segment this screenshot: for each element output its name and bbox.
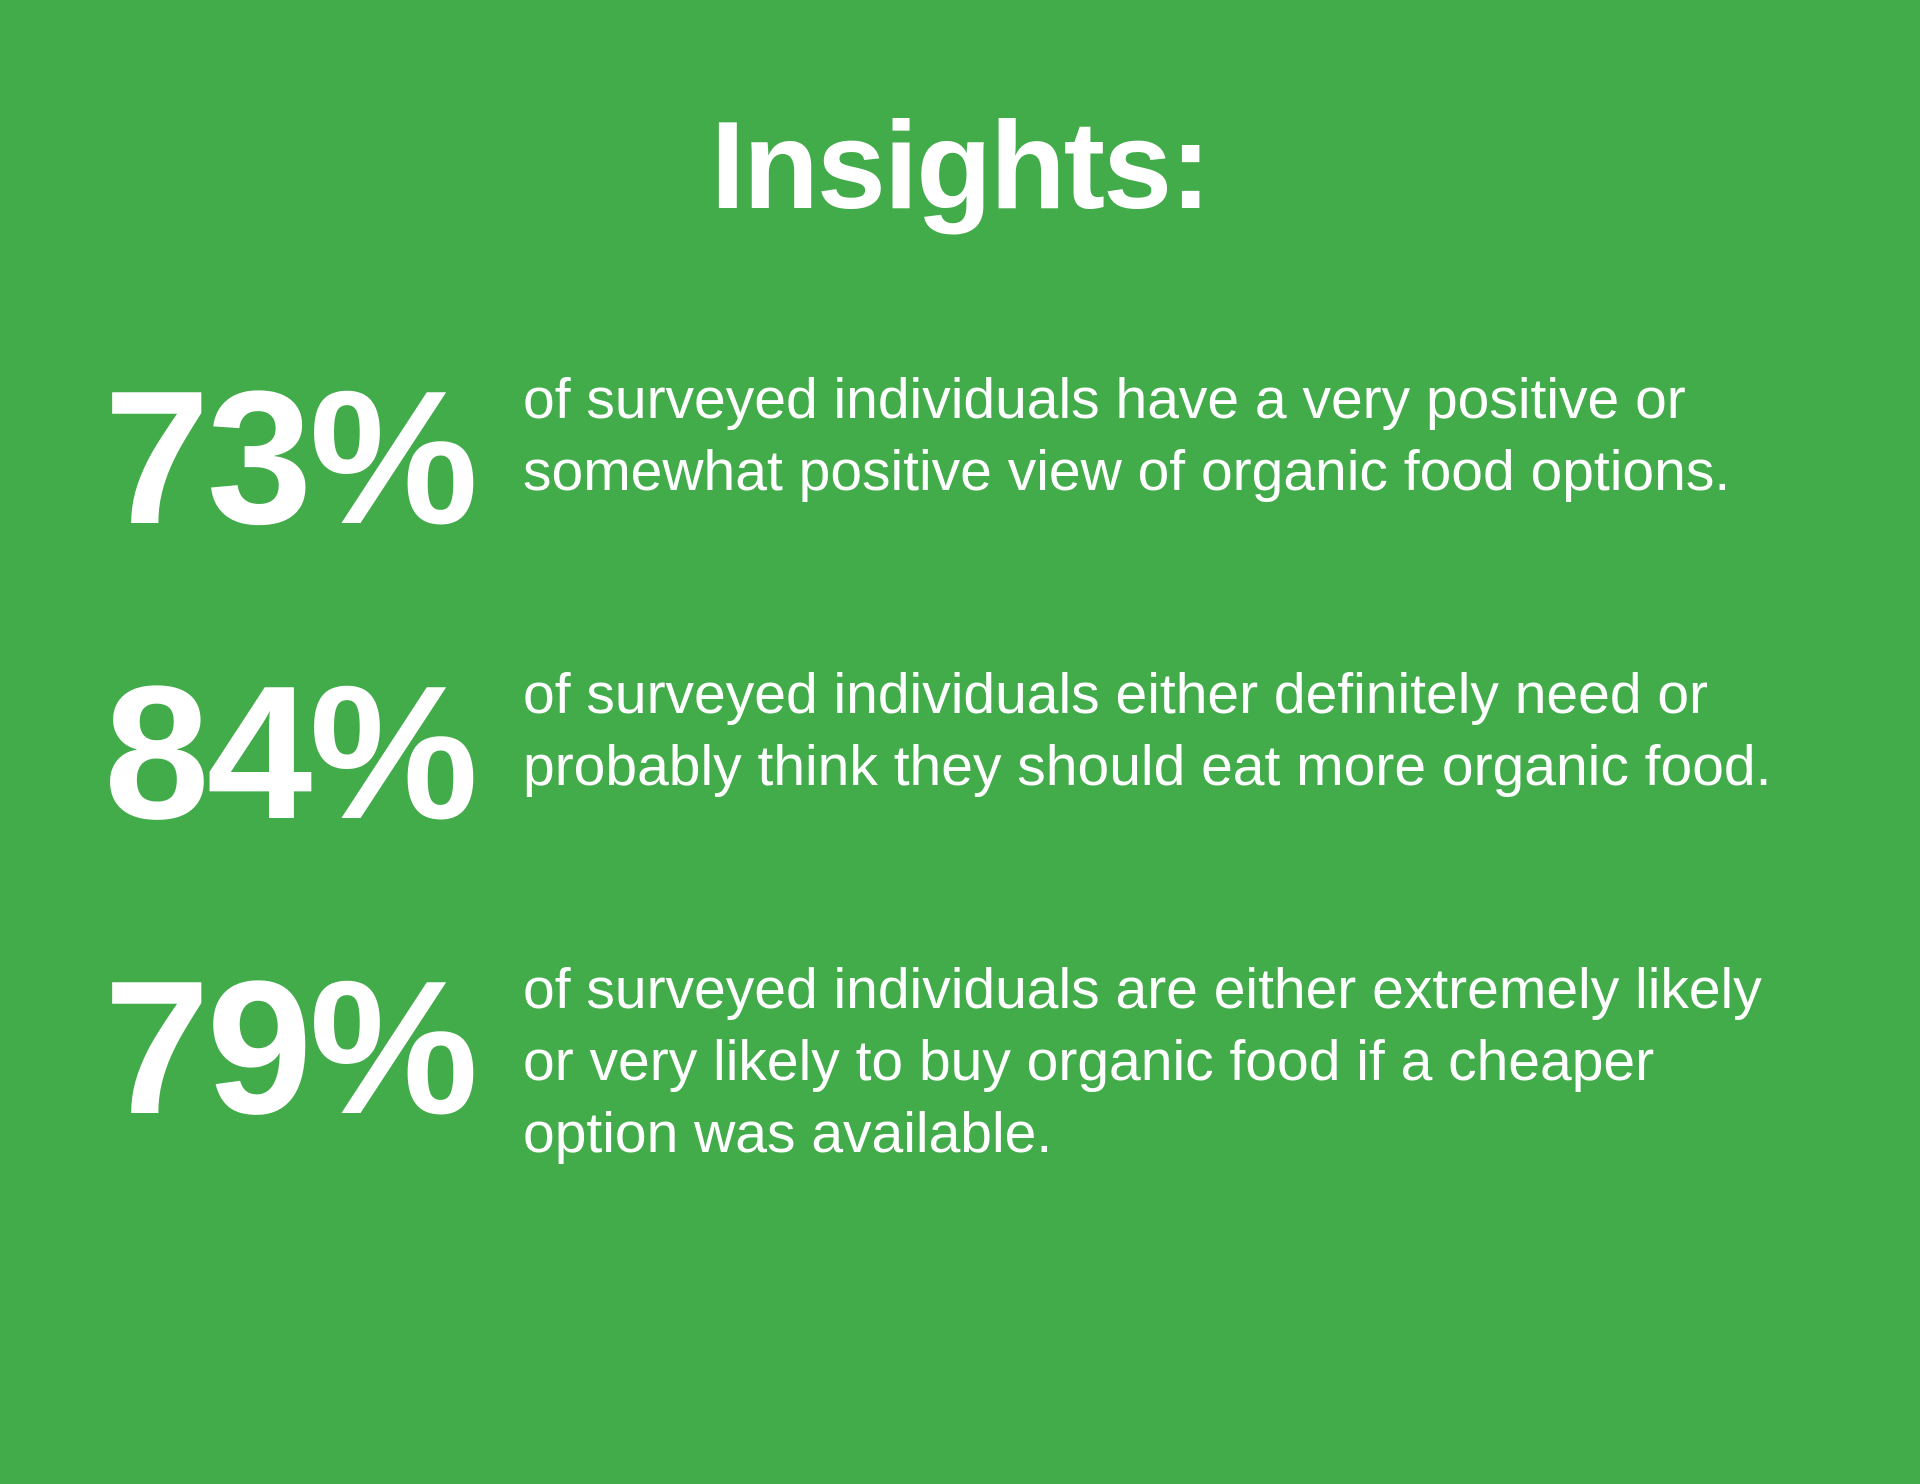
stat-value: 84% [104, 647, 478, 859]
stat-row: 73% of surveyed individuals have a very … [104, 363, 1860, 553]
stat-row: 79% of surveyed individuals are either e… [104, 953, 1860, 1169]
page-title: Insights: [710, 97, 1212, 235]
stat-value: 79% [104, 942, 478, 1154]
stat-value: 73% [104, 352, 478, 564]
stat-row: 84% of surveyed individuals either defin… [104, 658, 1860, 848]
stat-description: of surveyed individuals are either extre… [523, 957, 1762, 1165]
stat-description: of surveyed individuals either definitel… [523, 662, 1772, 798]
stat-description: of surveyed individuals have a very posi… [523, 367, 1731, 503]
